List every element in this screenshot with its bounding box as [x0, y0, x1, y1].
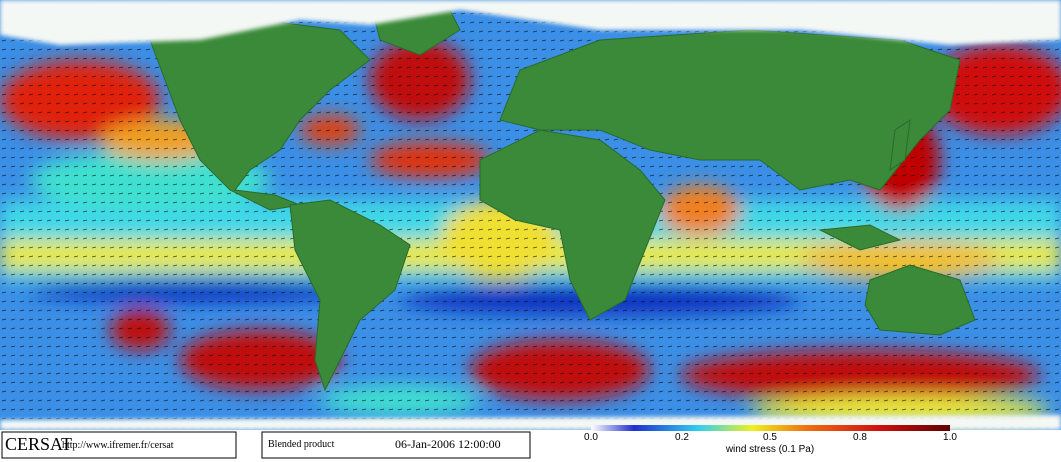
colorbar-tick-label: 0.2	[675, 432, 689, 443]
colorbar-tick-label: 0.0	[584, 432, 598, 443]
colorbar	[591, 425, 950, 431]
colorbar-ticks: 0.0 0.2 0.5 0.8 1.0	[584, 432, 957, 443]
product-box	[261, 431, 531, 459]
datetime: 06-Jan-2006 12:00:00	[395, 437, 501, 451]
colorbar-tick-label: 0.5	[763, 432, 777, 443]
url: http://www.ifremer.fr/cersat	[62, 440, 174, 451]
colorbar-tick-label: 1.0	[943, 432, 957, 443]
footer: CERSAT http://www.ifremer.fr/cersat Blen…	[0, 425, 1061, 462]
credit-box	[1, 431, 237, 459]
colorbar-label: wind stress (0.1 Pa)	[725, 444, 814, 455]
land	[149, 9, 976, 392]
logo: CERSAT	[5, 434, 72, 454]
colorbar-tick-label: 0.8	[853, 432, 867, 443]
product-name: Blended product	[268, 439, 335, 450]
